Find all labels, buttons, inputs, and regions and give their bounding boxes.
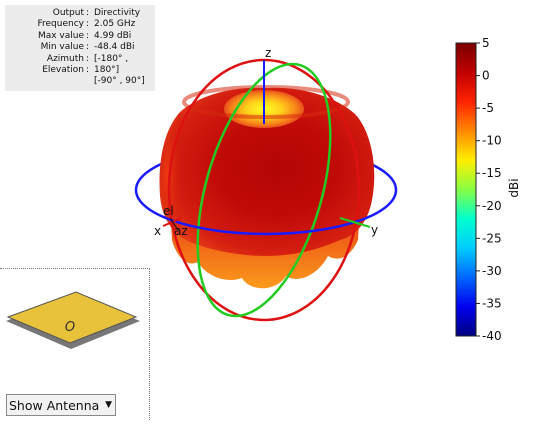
info-row-range: [-90° , 90°] (5, 76, 155, 87)
chevron-down-icon: ▼ (105, 400, 112, 410)
info-key: Elevation (42, 65, 84, 76)
info-key: Azimuth (46, 53, 84, 64)
show-antenna-value: Show Antenna (9, 397, 100, 413)
colorbar-unit-label: dBi (507, 178, 521, 197)
colorbar-tick-label: -30 (482, 264, 502, 278)
info-key: Max value (37, 30, 84, 41)
colorbar-tick-label: 5 (482, 36, 490, 50)
colorbar-tick-label: -35 (482, 296, 502, 310)
elevation-label: el (163, 204, 174, 218)
pattern-info-panel: Output: Directivity Frequency:2.05 GHz Ma… (5, 5, 155, 91)
antenna-view[interactable]: O (0, 268, 150, 420)
y-axis-line (339, 217, 371, 228)
colorbar-gradient (455, 42, 477, 337)
antenna-patch-label: O (65, 320, 75, 335)
info-row-output: Output: Directivity (5, 8, 155, 19)
info-key: Output (52, 8, 84, 18)
colorbar-ticks: 5 0 -5 -10 -15 -20 -25 -30 -35 -40 (476, 36, 502, 343)
az-tick (169, 217, 179, 231)
azimuth-label: az (174, 224, 188, 238)
ring-xz (196, 62, 332, 318)
info-value: Directivity (94, 8, 141, 18)
show-antenna-select[interactable]: Show Antenna ▼ (6, 394, 116, 416)
y-axis-label: y (371, 223, 378, 237)
info-value: 180°] (94, 65, 120, 76)
colorbar-tick-label: -5 (482, 101, 494, 115)
surface-main-body (159, 87, 375, 256)
info-row-elevation: Elevation:180°] (5, 65, 155, 76)
info-value: 2.05 GHz (94, 19, 136, 30)
x-axis-label: x (154, 224, 161, 238)
antenna-preview: O (6, 291, 140, 349)
info-key: Frequency (37, 19, 85, 30)
colorbar-tick-label: -20 (482, 199, 502, 213)
colorbar-tick-label: -25 (482, 231, 502, 245)
colorbar-tick-label: -10 (482, 134, 502, 148)
info-value: [-180° , (94, 53, 129, 64)
surface-left-highlight (161, 112, 188, 240)
info-row-frequency: Frequency:2.05 GHz (5, 19, 155, 30)
ring-xy-front (134, 189, 398, 236)
colorbar: 5 0 -5 -10 -15 -20 -25 -30 -35 -40 dBi (455, 36, 521, 343)
info-value: 4.99 dBi (94, 30, 132, 41)
info-key: Min value (40, 42, 84, 53)
info-row-azimuth: Azimuth: [-180° , (5, 54, 155, 65)
colorbar-tick-label: 0 (482, 69, 490, 83)
info-value: -48.4 dBi (94, 42, 135, 53)
colorbar-tick-label: -15 (482, 166, 502, 180)
info-value: [-90° , 90°] (94, 76, 145, 87)
info-row-min: Min value: -48.4 dBi (5, 42, 155, 53)
patch-plane (6, 291, 138, 344)
surface-top-rim (182, 85, 350, 119)
info-row-max: Max value:4.99 dBi (5, 31, 155, 42)
z-axis-label: z (265, 46, 271, 60)
colorbar-tick-label: -40 (482, 329, 502, 343)
